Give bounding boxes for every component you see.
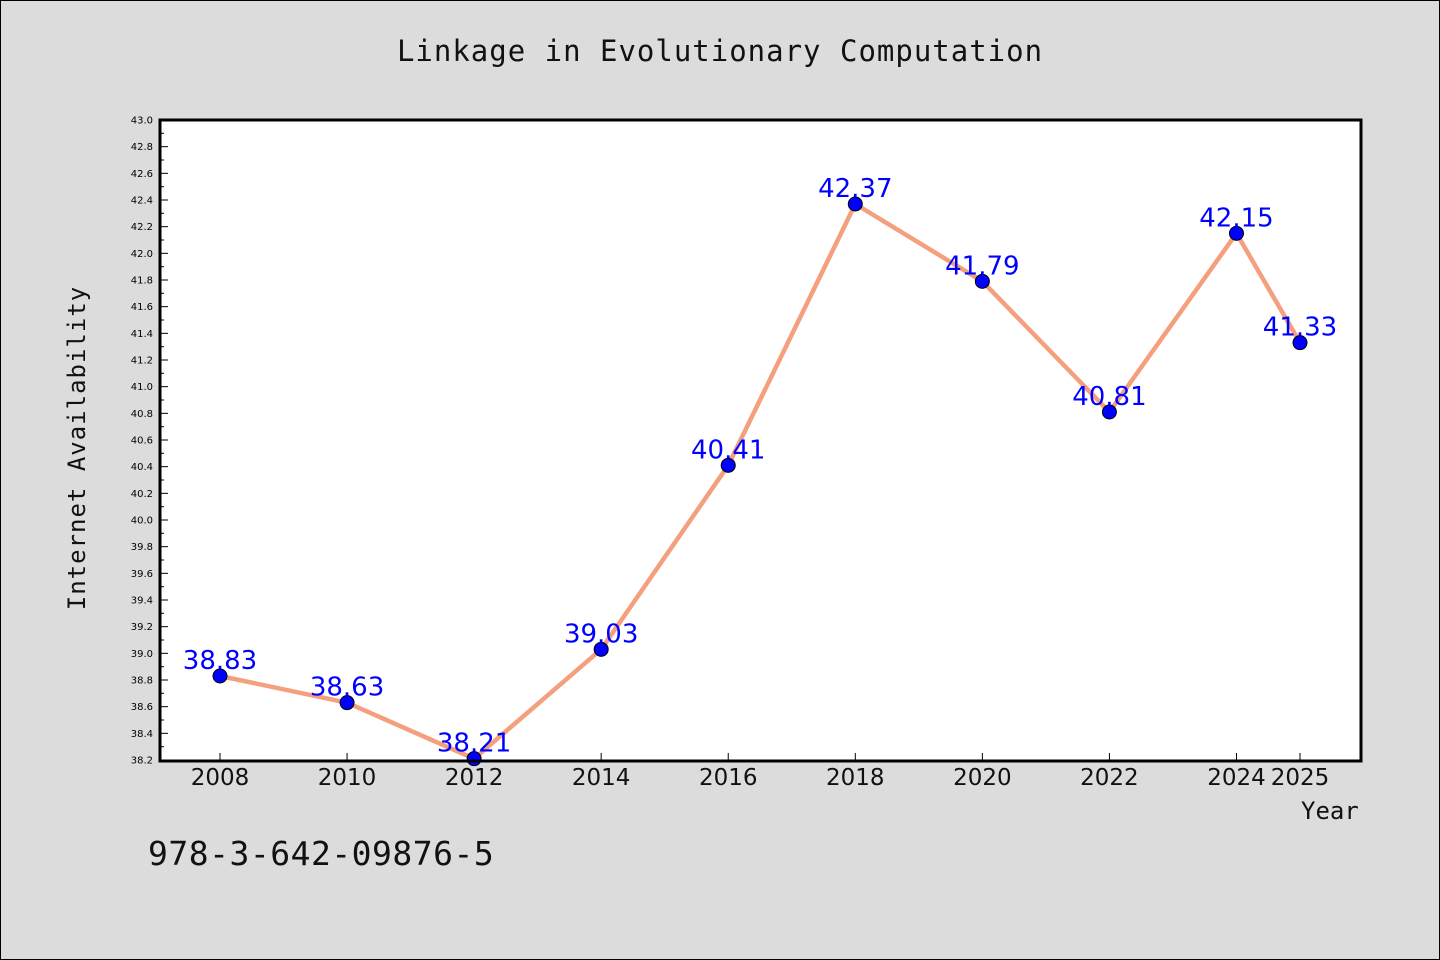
data-point xyxy=(847,196,863,212)
data-point xyxy=(593,641,609,657)
data-label: 42.15 xyxy=(1199,203,1273,233)
data-point xyxy=(1101,404,1117,420)
y-tick-label: 39.2 xyxy=(131,622,153,633)
data-point xyxy=(1292,335,1308,351)
data-label: 41.79 xyxy=(945,251,1019,281)
chart-title: Linkage in Evolutionary Computation xyxy=(396,34,1044,68)
y-tick-label: 39.6 xyxy=(131,569,153,580)
y-tick-label: 38.8 xyxy=(131,676,153,687)
data-point xyxy=(1228,225,1244,241)
y-tick-label: 38.4 xyxy=(131,729,153,740)
x-tick-label: 2024 xyxy=(1207,765,1266,791)
y-tick-label: 38.2 xyxy=(131,756,153,767)
y-tick-label: 40.6 xyxy=(131,436,153,447)
y-tick-label: 42.2 xyxy=(131,222,153,233)
y-tick-label: 39.0 xyxy=(131,649,153,660)
data-label: 41.33 xyxy=(1263,313,1337,343)
data-label: 38.83 xyxy=(183,646,257,676)
data-point xyxy=(339,695,355,711)
y-tick-label: 40.4 xyxy=(131,462,153,473)
series-line xyxy=(217,201,1303,761)
data-point xyxy=(720,457,736,473)
y-tick-label: 40.8 xyxy=(131,409,153,420)
data-point xyxy=(974,273,990,289)
y-tick-label: 41.8 xyxy=(131,276,153,287)
y-tick-label: 43.0 xyxy=(131,116,153,127)
data-label: 42.37 xyxy=(818,174,892,204)
y-tick-label: 41.4 xyxy=(131,329,153,340)
y-tick-label: 42.8 xyxy=(131,142,153,153)
y-tick-label: 41.0 xyxy=(131,382,153,393)
x-tick-label: 2010 xyxy=(318,765,377,791)
y-tick-label: 40.2 xyxy=(131,489,153,500)
data-label: 39.03 xyxy=(564,619,638,649)
x-tick-label: 2022 xyxy=(1080,765,1139,791)
y-tick-label: 41.2 xyxy=(131,356,153,367)
y-tick-label: 39.4 xyxy=(131,596,153,607)
x-tick-label: 2008 xyxy=(191,765,250,791)
data-label: 40.41 xyxy=(691,435,765,465)
isbn-footnote: 978-3-642-09876-5 xyxy=(148,834,495,873)
y-tick-label: 40.0 xyxy=(131,516,153,527)
y-tick-label: 42.6 xyxy=(131,169,153,180)
data-point xyxy=(212,668,228,684)
x-tick-label: 2012 xyxy=(445,765,504,791)
plot-border xyxy=(158,118,1363,763)
x-tick-label: 2025 xyxy=(1271,765,1330,791)
x-axis-label: Year xyxy=(1301,797,1359,825)
data-label: 38.21 xyxy=(437,729,511,759)
x-tick-label: 2020 xyxy=(953,765,1012,791)
plot-area xyxy=(160,120,1361,761)
data-label: 40.81 xyxy=(1072,382,1146,412)
x-tick-label: 2018 xyxy=(826,765,885,791)
y-tick-label: 42.0 xyxy=(131,249,153,260)
data-label: 38.63 xyxy=(310,673,384,703)
x-tick-label: 2016 xyxy=(699,765,758,791)
x-tick-label: 2014 xyxy=(572,765,631,791)
y-tick-label: 39.8 xyxy=(131,542,153,553)
y-tick-label: 38.6 xyxy=(131,702,153,713)
y-tick-label: 42.4 xyxy=(131,196,153,207)
y-tick-label: 41.6 xyxy=(131,302,153,313)
